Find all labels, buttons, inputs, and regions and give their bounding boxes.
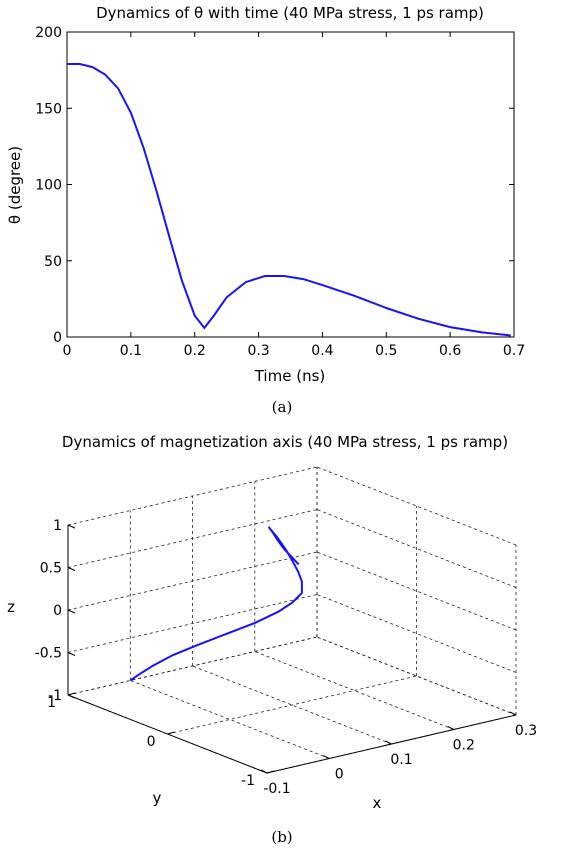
x-tick-label: 0.3: [515, 723, 537, 739]
x-tick-label: 0.5: [375, 343, 397, 359]
chart-a: Dynamics of θ with time (40 MPa stress, …: [6, 4, 525, 416]
caption-b: (b): [271, 828, 292, 846]
chart-a-y-axis-label: θ (degree): [6, 146, 24, 224]
y-tick-label: 200: [35, 25, 62, 41]
y-tick-label: 0: [53, 330, 62, 346]
y-tick-label: -1: [241, 773, 255, 789]
chart-b-z-axis-label: z: [7, 598, 15, 616]
floor-grid-line: [130, 680, 330, 759]
x-tick-label: 0: [63, 343, 72, 359]
y-tick-label: 1: [47, 695, 56, 711]
chart-b-y-axis-label: y: [153, 789, 162, 807]
x-tick-mark: [260, 769, 268, 774]
x-tick-label: 0: [335, 767, 344, 783]
chart-a-series-line: [67, 63, 511, 337]
z-tick-label: -1: [48, 688, 62, 704]
back-wall-grid-line: [67, 636, 318, 696]
floor-grid-line: [167, 675, 417, 735]
chart-a-x-ticks: 0 0.1 0.2 0.3 0.4 0.5 0.6 0.7: [63, 32, 525, 359]
y-tick-mark: [167, 731, 175, 735]
y-tick-label: 50: [44, 254, 62, 270]
x-tick-mark: [447, 726, 454, 730]
back-wall-grid-line: [67, 594, 318, 653]
z-tick-label: -0.5: [35, 646, 62, 662]
x-tick-mark: [323, 755, 330, 759]
chart-b-title: Dynamics of magnetization axis (40 MPa s…: [62, 433, 508, 451]
x-tick-mark: [509, 711, 517, 716]
floor-grid-line: [254, 651, 454, 730]
chart-b-series-line: [129, 526, 303, 682]
back-wall-grid-line: [67, 466, 318, 526]
z-tick-label: 0: [53, 603, 62, 619]
chart-a-plot-frame: [66, 31, 515, 338]
chart-a-y-ticks: 0 50 100 150 200: [35, 25, 514, 346]
x-tick-label: 0.1: [390, 752, 412, 768]
z-tick-label: 0.5: [40, 561, 62, 577]
x-tick-label: 0.1: [120, 343, 142, 359]
back-wall-grid-line: [67, 509, 318, 568]
z-tick-mark: [67, 609, 76, 614]
x-tick-label: 0.2: [184, 343, 206, 359]
x-tick-label: 0.4: [311, 343, 333, 359]
chart-a-title: Dynamics of θ with time (40 MPa stress, …: [96, 4, 484, 22]
x-tick-label: 0.2: [453, 738, 475, 754]
y-tick-label: 0: [147, 734, 156, 750]
z-tick-label: 1: [53, 518, 62, 534]
z-tick-mark: [67, 524, 76, 529]
y-tick-label: 150: [35, 101, 62, 117]
y-tick-mark: [67, 692, 76, 696]
x-tick-label: 0.7: [503, 343, 525, 359]
y-tick-label: 100: [35, 178, 62, 194]
x-tick-label: -0.1: [263, 781, 290, 797]
z-tick-mark: [67, 652, 76, 656]
z-tick-mark: [67, 694, 76, 699]
chart-b: Dynamics of magnetization axis (40 MPa s…: [7, 433, 537, 846]
z-tick-mark: [67, 567, 76, 571]
x-tick-label: 0.6: [439, 343, 461, 359]
chart-a-x-axis-label: Time (ns): [254, 367, 326, 385]
x-tick-mark: [385, 740, 392, 745]
caption-a: (a): [272, 398, 293, 416]
y-tick-mark: [266, 770, 275, 774]
chart-b-x-axis-label: x: [373, 794, 382, 812]
x-tick-label: 0.3: [247, 343, 269, 359]
chart-b-ticks: -1-0.500.51-101-0.100.10.20.3: [35, 518, 537, 797]
back-wall-grid-line: [67, 551, 318, 611]
